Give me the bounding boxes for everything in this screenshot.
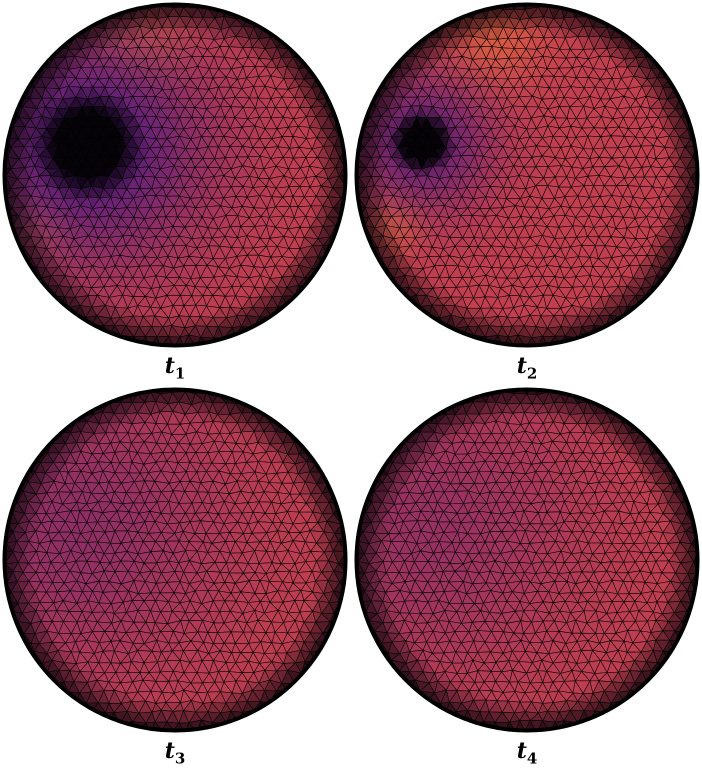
mesh-triangles xyxy=(0,385,350,735)
mesh-panel-t3: t3 xyxy=(0,385,350,768)
mesh-panel-t1: t1 xyxy=(0,0,350,383)
caption-t2: t2 xyxy=(497,355,557,384)
caption-t1: t1 xyxy=(145,355,205,384)
mesh-plot-t4 xyxy=(352,385,702,735)
mesh-panel-t4: t4 xyxy=(352,385,702,768)
mesh-plot-t1 xyxy=(0,0,350,350)
mesh-triangles xyxy=(0,0,350,350)
mesh-panel-t2: t2 xyxy=(352,0,702,383)
mesh-triangles xyxy=(352,385,702,735)
mesh-plot-t3 xyxy=(0,385,350,735)
mesh-triangles xyxy=(352,0,702,350)
caption-t4: t4 xyxy=(497,740,557,769)
mesh-plot-t2 xyxy=(352,0,702,350)
caption-t3: t3 xyxy=(145,740,205,769)
